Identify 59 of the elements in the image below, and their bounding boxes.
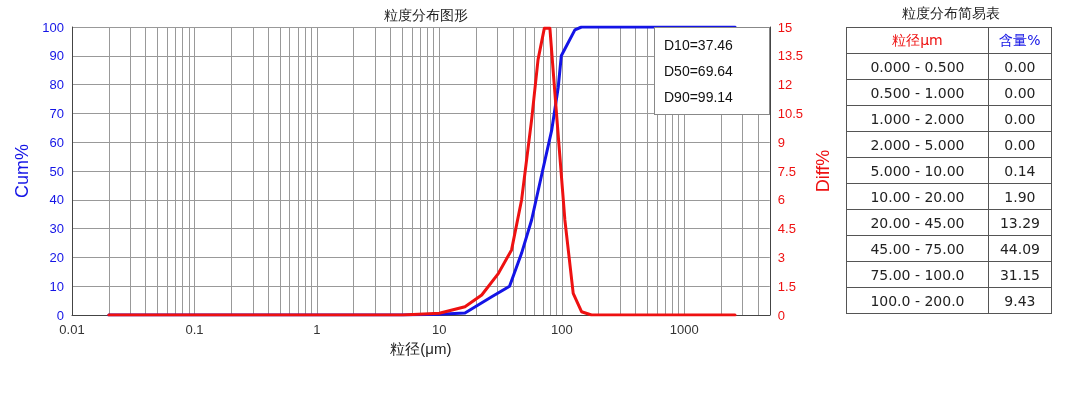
text: 0.14	[1004, 162, 1036, 179]
annotation: D10=37.46	[663, 36, 734, 55]
x-tick-label: 10	[432, 322, 447, 337]
text: 粒度分布简易表	[901, 4, 1001, 23]
text: 粒径μm	[846, 27, 989, 54]
text: 31.15	[999, 266, 1040, 283]
text: 0.00	[1004, 110, 1036, 127]
x-tick-label: 0.1	[185, 322, 204, 337]
text: 13.29	[999, 214, 1040, 231]
y2-tick-label: 0	[777, 307, 786, 323]
category-label: 2.000 - 5.000	[846, 131, 989, 158]
text: 0.00	[1004, 136, 1036, 153]
y2-tick-label: 13.5	[777, 48, 804, 64]
note-box: D10=37.46 D50=69.64 D90=99.14	[654, 27, 770, 115]
y2-tick-label: 15	[777, 19, 793, 35]
x-tick-label: 1000	[669, 322, 699, 337]
category-label: 75.00 - 100.0	[846, 261, 989, 288]
y-tick-label: 0	[56, 307, 64, 323]
text: 含量%	[988, 27, 1052, 54]
text: 1.90	[1004, 188, 1036, 205]
chart-title: 粒度分布图形	[384, 7, 468, 23]
x-tick-label: 0.01	[59, 322, 85, 337]
category-label: 45.00 - 75.00	[846, 235, 989, 262]
y-tick-label: 100	[42, 19, 64, 35]
x-tick-label: 1	[313, 322, 321, 337]
y-tick-label: 60	[49, 134, 64, 150]
y2-tick-label: 10.5	[777, 105, 804, 121]
y-tick-label: 10	[49, 278, 64, 294]
y-tick-label: 20	[49, 249, 64, 265]
y-tick-label: 80	[49, 77, 64, 93]
y-tick-label: 90	[49, 48, 64, 64]
category-label: 20.00 - 45.00	[846, 209, 989, 236]
y2-tick-label: 6	[777, 192, 786, 208]
category-label: 0.000 - 0.500	[846, 53, 989, 80]
y-tick-label: 50	[49, 163, 64, 179]
x-axis-title: 粒径(μm)	[390, 340, 452, 357]
x-tick-label: 100	[550, 322, 573, 337]
text: 9.43	[1004, 292, 1036, 309]
category-label: 0.500 - 1.000	[846, 79, 989, 106]
y-tick-label: 30	[49, 221, 64, 237]
y2-tick-label: 7.5	[777, 163, 796, 179]
text: 44.09	[999, 240, 1040, 257]
y2-tick-label: 3	[777, 249, 786, 265]
y-tick-label: 40	[49, 192, 64, 208]
category-label: 5.000 - 10.00	[846, 157, 989, 184]
category-label: 100.0 - 200.0	[846, 287, 989, 314]
y2-tick-label: 9	[777, 134, 786, 150]
y2-tick-label: 1.5	[777, 278, 796, 294]
category-label: 10.00 - 20.00	[846, 183, 989, 210]
y2-tick-label: 4.5	[777, 221, 796, 237]
y-tick-label: 70	[49, 105, 64, 121]
text: 0.00	[1004, 58, 1036, 75]
category-label: 1.000 - 2.000	[846, 105, 989, 132]
y2-tick-label: 12	[777, 77, 793, 93]
text: 0.00	[1004, 84, 1036, 101]
annotation: D90=99.14	[663, 88, 734, 107]
annotation: D50=69.64	[663, 62, 734, 81]
y-axis-title: Cum%	[12, 143, 33, 199]
y2-axis-title: Diff%	[813, 149, 833, 193]
